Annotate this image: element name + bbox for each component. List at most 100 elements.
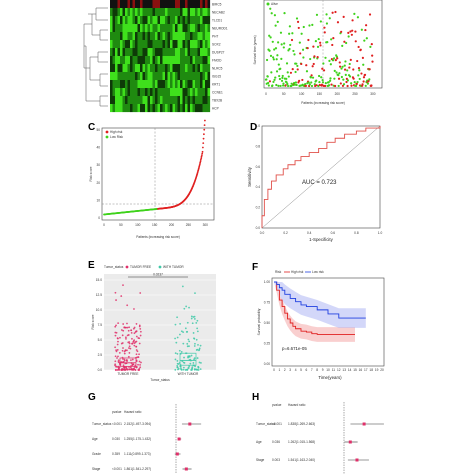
heatmap-cell [142, 32, 146, 41]
survival-point [318, 83, 321, 87]
survival-point [310, 81, 313, 84]
survival-point [362, 80, 365, 83]
heatmap-cell [140, 24, 143, 33]
risk-score-point [183, 356, 185, 359]
heatmap-cell [150, 72, 153, 81]
risk-score-point [177, 368, 179, 371]
panel-c-ytick-label: 0 [98, 216, 100, 220]
risk-score-point [199, 368, 202, 371]
heatmap-cell [167, 64, 171, 73]
heatmap-cell [145, 24, 148, 33]
heatmap-cell [112, 56, 116, 65]
heatmap-cell [177, 56, 181, 65]
risk-score-point [203, 128, 206, 131]
survival-point [277, 63, 280, 66]
heatmap-cell [187, 16, 191, 25]
heatmap-cell [165, 88, 168, 97]
survival-point [315, 13, 319, 16]
heatmap-cell [137, 80, 141, 89]
panel-c-ytick-label: 50 [96, 128, 100, 132]
heatmap-cell [155, 96, 158, 105]
heatmap-cell [127, 24, 131, 33]
heatmap-cell [200, 88, 203, 97]
heatmap-cell [190, 96, 193, 105]
heatmap-cell [190, 24, 193, 33]
panel-e-ytick-label: 10.0 [96, 308, 102, 312]
heatmap-cell [207, 16, 211, 25]
heatmap-cell [147, 72, 151, 81]
survival-point [341, 65, 344, 68]
survival-point [338, 72, 341, 75]
risk-score-point [117, 355, 119, 358]
risk-score-point [114, 355, 117, 358]
risk-score-point [132, 327, 135, 330]
survival-point [315, 84, 318, 87]
heatmap-cell [207, 24, 211, 33]
survival-point [284, 84, 287, 87]
heatmap-cell [140, 16, 143, 25]
panel-f-low-risk-curve [274, 281, 366, 319]
survival-point [370, 42, 373, 46]
risk-score-point [182, 342, 185, 345]
risk-score-point [126, 326, 129, 329]
heatmap-cell [192, 104, 196, 113]
heatmap-cell [160, 56, 163, 65]
risk-score-point [195, 322, 198, 324]
heatmap-cell [152, 96, 156, 105]
heatmap-cell [162, 104, 166, 113]
forest-row-name: Age [256, 440, 262, 444]
heatmap-cell [187, 80, 191, 89]
risk-score-point [182, 368, 185, 371]
heatmap-cell [192, 72, 196, 81]
heatmap-cell [115, 40, 118, 49]
heatmap-cell [177, 40, 181, 49]
survival-point [321, 67, 324, 70]
risk-score-point [190, 369, 192, 371]
heatmap-cell [110, 64, 113, 73]
survival-point [287, 75, 290, 78]
survival-point [317, 74, 321, 78]
risk-score-point [114, 360, 117, 363]
survival-point [281, 76, 284, 79]
survival-point [352, 77, 355, 80]
risk-score-point [203, 133, 205, 136]
heatmap-cell [185, 16, 188, 25]
heatmap-cell [177, 104, 181, 113]
panel-b-xtick-label: 50 [282, 92, 286, 96]
heatmap-cell [115, 64, 118, 73]
survival-point [288, 47, 291, 51]
heatmap-cell [185, 40, 188, 49]
heatmap-cell [197, 88, 201, 97]
panel-b-xtick-label: 200 [335, 92, 341, 96]
heatmap-cell [142, 104, 146, 113]
panel-e-boxes [119, 352, 197, 367]
survival-point [279, 31, 283, 34]
heatmap-cell [127, 64, 131, 73]
risk-score-point [117, 322, 120, 325]
heatmap-cell [175, 24, 178, 33]
heatmap-cell [205, 64, 208, 73]
heatmap-cell [195, 72, 198, 81]
heatmap-cell [130, 8, 133, 17]
heatmap-cell [190, 8, 193, 17]
heatmap-cell [185, 8, 188, 17]
heatmap-cell [152, 64, 156, 73]
survival-point [362, 76, 366, 79]
heatmap-cell [162, 96, 166, 105]
survival-point [296, 64, 299, 68]
heatmap-cell [122, 104, 126, 113]
survival-point [272, 58, 275, 61]
heatmap-cell [160, 16, 163, 25]
heatmap-cell [165, 16, 168, 25]
panel-d-xtick-label: 1.0 [378, 231, 383, 235]
heatmap-cell [147, 104, 151, 113]
heatmap-cell [172, 56, 176, 65]
risk-score-point [196, 330, 199, 333]
heatmap-cell [125, 64, 128, 73]
forest-row-name: Tumor_status [92, 422, 112, 426]
survival-point [291, 32, 294, 35]
heatmap-cell [115, 56, 118, 65]
heatmap-cell [165, 96, 168, 105]
risk-score-point [202, 142, 205, 144]
survival-point [310, 84, 314, 88]
